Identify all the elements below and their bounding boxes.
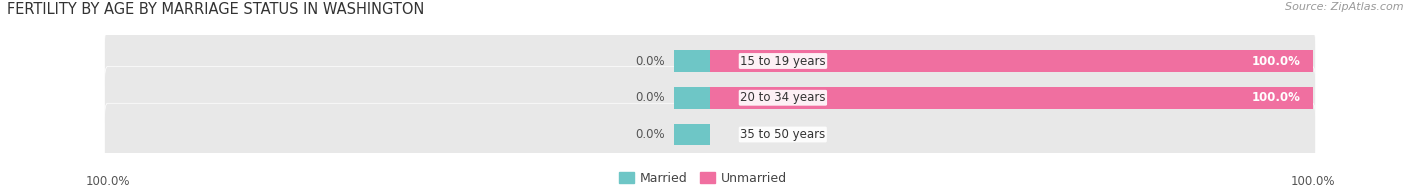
Text: 0.0%: 0.0% <box>636 54 665 67</box>
Text: Source: ZipAtlas.com: Source: ZipAtlas.com <box>1285 2 1403 12</box>
Text: 0.0%: 0.0% <box>636 91 665 104</box>
Bar <box>673 123 710 145</box>
Legend: Married, Unmarried: Married, Unmarried <box>613 167 793 190</box>
FancyBboxPatch shape <box>104 103 1316 166</box>
Text: 15 to 19 years: 15 to 19 years <box>740 54 825 67</box>
Text: 0.0%: 0.0% <box>636 128 665 141</box>
Bar <box>673 87 710 109</box>
Bar <box>710 87 1313 109</box>
Text: 20 to 34 years: 20 to 34 years <box>740 91 825 104</box>
FancyBboxPatch shape <box>104 66 1316 129</box>
Text: 100.0%: 100.0% <box>1291 175 1334 188</box>
Text: 100.0%: 100.0% <box>1251 54 1301 67</box>
Text: 100.0%: 100.0% <box>1251 91 1301 104</box>
Text: 35 to 50 years: 35 to 50 years <box>740 128 825 141</box>
FancyBboxPatch shape <box>104 30 1316 92</box>
Text: FERTILITY BY AGE BY MARRIAGE STATUS IN WASHINGTON: FERTILITY BY AGE BY MARRIAGE STATUS IN W… <box>7 2 425 17</box>
Bar <box>673 50 710 72</box>
Text: 100.0%: 100.0% <box>86 175 129 188</box>
Bar <box>710 50 1313 72</box>
